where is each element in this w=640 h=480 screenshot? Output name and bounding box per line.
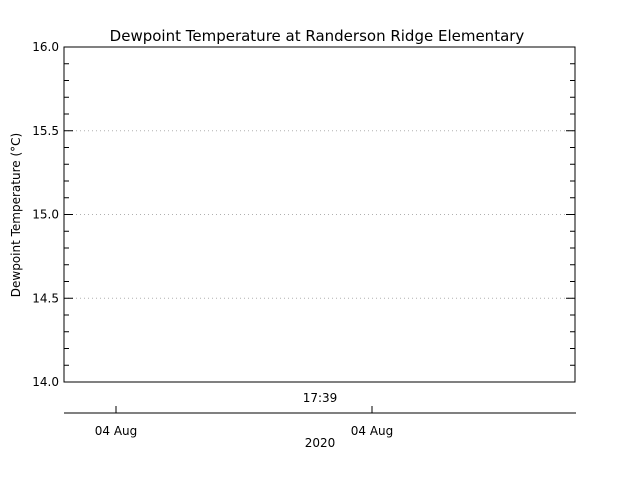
x-date-tick-label: 04 Aug [95, 424, 138, 438]
y-axis-ticks [64, 46, 575, 383]
y-tick-label: 16.0 [32, 40, 59, 54]
y-axis-tick-labels: 14.0 14.5 15.0 15.5 16.0 [32, 40, 59, 389]
y-tick-label: 14.5 [32, 291, 59, 305]
x-date-tick-label: 04 Aug [351, 424, 394, 438]
y-axis-label: Dewpoint Temperature (°C) [9, 133, 23, 297]
x-date-ticks: 04 Aug 04 Aug [95, 406, 394, 438]
x-year-label: 2020 [305, 436, 336, 450]
y-tick-label: 15.5 [32, 124, 59, 138]
y-tick-label: 15.0 [32, 208, 59, 222]
y-grid-lines [64, 130, 575, 299]
chart-title: Dewpoint Temperature at Randerson Ridge … [110, 27, 525, 45]
x-time-label: 17:39 [303, 391, 338, 405]
y-tick-label: 14.0 [32, 375, 59, 389]
